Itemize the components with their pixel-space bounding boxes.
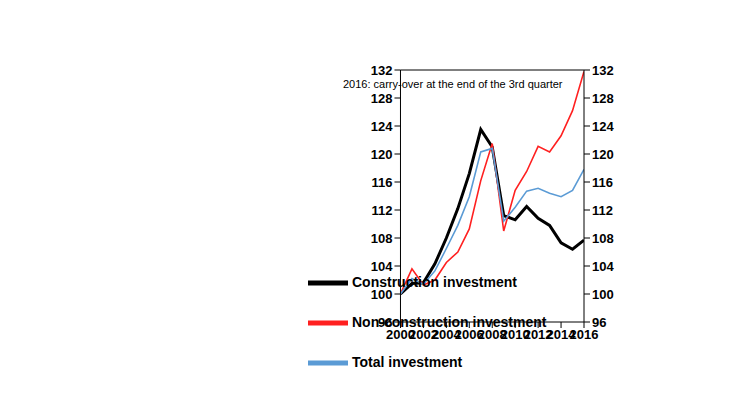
svg-text:128: 128 [371, 91, 393, 106]
svg-text:128: 128 [592, 91, 614, 106]
svg-text:108: 108 [592, 231, 614, 246]
svg-text:132: 132 [592, 63, 614, 78]
svg-text:132: 132 [371, 63, 393, 78]
svg-text:116: 116 [371, 175, 392, 190]
svg-text:120: 120 [371, 147, 393, 162]
svg-text:120: 120 [592, 147, 614, 162]
svg-text:108: 108 [371, 231, 393, 246]
svg-text:112: 112 [592, 203, 613, 218]
svg-text:104: 104 [592, 259, 614, 274]
svg-text:112: 112 [371, 203, 392, 218]
svg-text:96: 96 [592, 315, 606, 330]
svg-text:96: 96 [378, 315, 392, 330]
svg-text:104: 104 [371, 259, 393, 274]
svg-text:124: 124 [371, 119, 393, 134]
svg-text:124: 124 [592, 119, 614, 134]
svg-text:116: 116 [592, 175, 613, 190]
svg-text:100: 100 [371, 287, 393, 302]
svg-text:100: 100 [592, 287, 614, 302]
